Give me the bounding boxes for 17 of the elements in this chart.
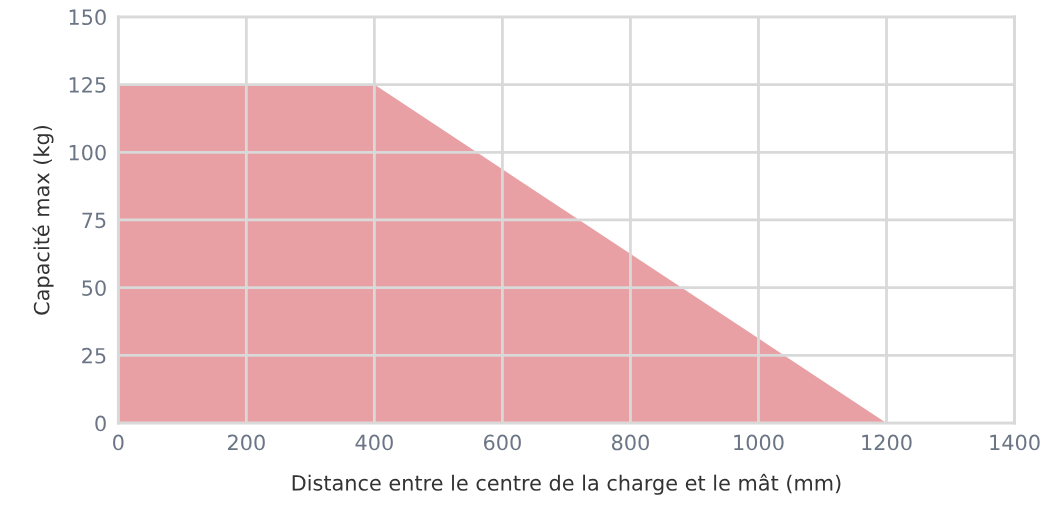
x-tick-label: 1200 [862, 434, 912, 451]
x-tick-label: 600 [483, 434, 521, 451]
y-tick-label: 75 [82, 212, 106, 229]
y-tick-label: 25 [82, 347, 106, 364]
y-tick-label: 0 [95, 415, 106, 432]
x-tick-label: 400 [355, 434, 393, 451]
x-tick-label: 200 [227, 434, 265, 451]
y-axis-title: Capacité max (kg) [32, 125, 54, 315]
x-tick-label: 0 [113, 434, 124, 451]
y-tick-label: 150 [69, 9, 106, 26]
x-tick-label: 1400 [990, 434, 1040, 451]
x-axis-title: Distance entre le centre de la charge et le mât (mm) [292, 473, 841, 495]
x-tick-label: 800 [611, 434, 649, 451]
y-tick-label: 100 [69, 144, 106, 161]
y-tick-label: 50 [82, 280, 106, 296]
y-tick-label: 125 [69, 77, 106, 93]
x-tick-label: 1000 [734, 434, 784, 451]
